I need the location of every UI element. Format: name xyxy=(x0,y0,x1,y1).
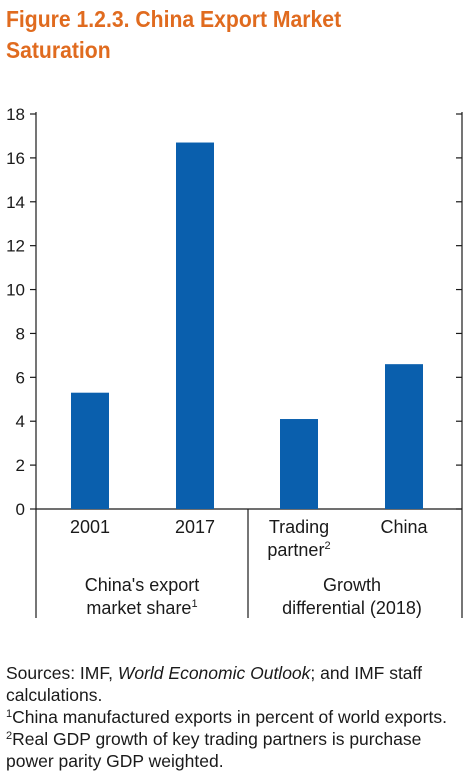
sources-note: Sources: IMF, World Economic Outlook; an… xyxy=(6,663,422,705)
y-tick-label: 8 xyxy=(16,324,25,343)
x-tick-label: Trading xyxy=(269,517,329,537)
y-tick-label: 2 xyxy=(16,456,25,475)
bar-trading-partner xyxy=(280,419,318,509)
y-tick-label: 12 xyxy=(6,237,25,256)
y-tick-label: 6 xyxy=(16,368,25,387)
x-tick-label: China xyxy=(380,517,428,537)
footnote-2: 2Real GDP growth of key trading partners… xyxy=(6,729,422,771)
footnote-1: 1China manufactured exports in percent o… xyxy=(6,707,447,727)
bar-2017 xyxy=(176,142,214,509)
x-tick-label: 2017 xyxy=(175,517,215,537)
y-tick-label: 10 xyxy=(6,281,25,300)
y-tick-label: 0 xyxy=(16,500,25,519)
bar-2001 xyxy=(71,392,109,509)
chart-notes: Sources: IMF, World Economic Outlook; an… xyxy=(6,662,472,772)
y-tick-label: 18 xyxy=(6,105,25,124)
group-label: differential (2018) xyxy=(282,598,422,618)
bar-china xyxy=(385,364,423,509)
group-label: Growth xyxy=(323,575,381,595)
group-label: market share1 xyxy=(86,598,197,618)
bar-chart: 0 2 4 6 8 10 12 14 16 18 2001 2017 Trading partner2 Ch… xyxy=(6,105,463,618)
y-tick-label: 16 xyxy=(6,149,25,168)
x-tick-label: partner2 xyxy=(267,540,330,560)
x-tick-label: 2001 xyxy=(70,517,110,537)
group-label: China's export xyxy=(85,575,200,595)
y-tick-label: 14 xyxy=(6,193,25,212)
y-tick-label: 4 xyxy=(16,412,25,431)
chart-title: Figure 1.2.3. China Export Market Satura… xyxy=(6,6,342,63)
